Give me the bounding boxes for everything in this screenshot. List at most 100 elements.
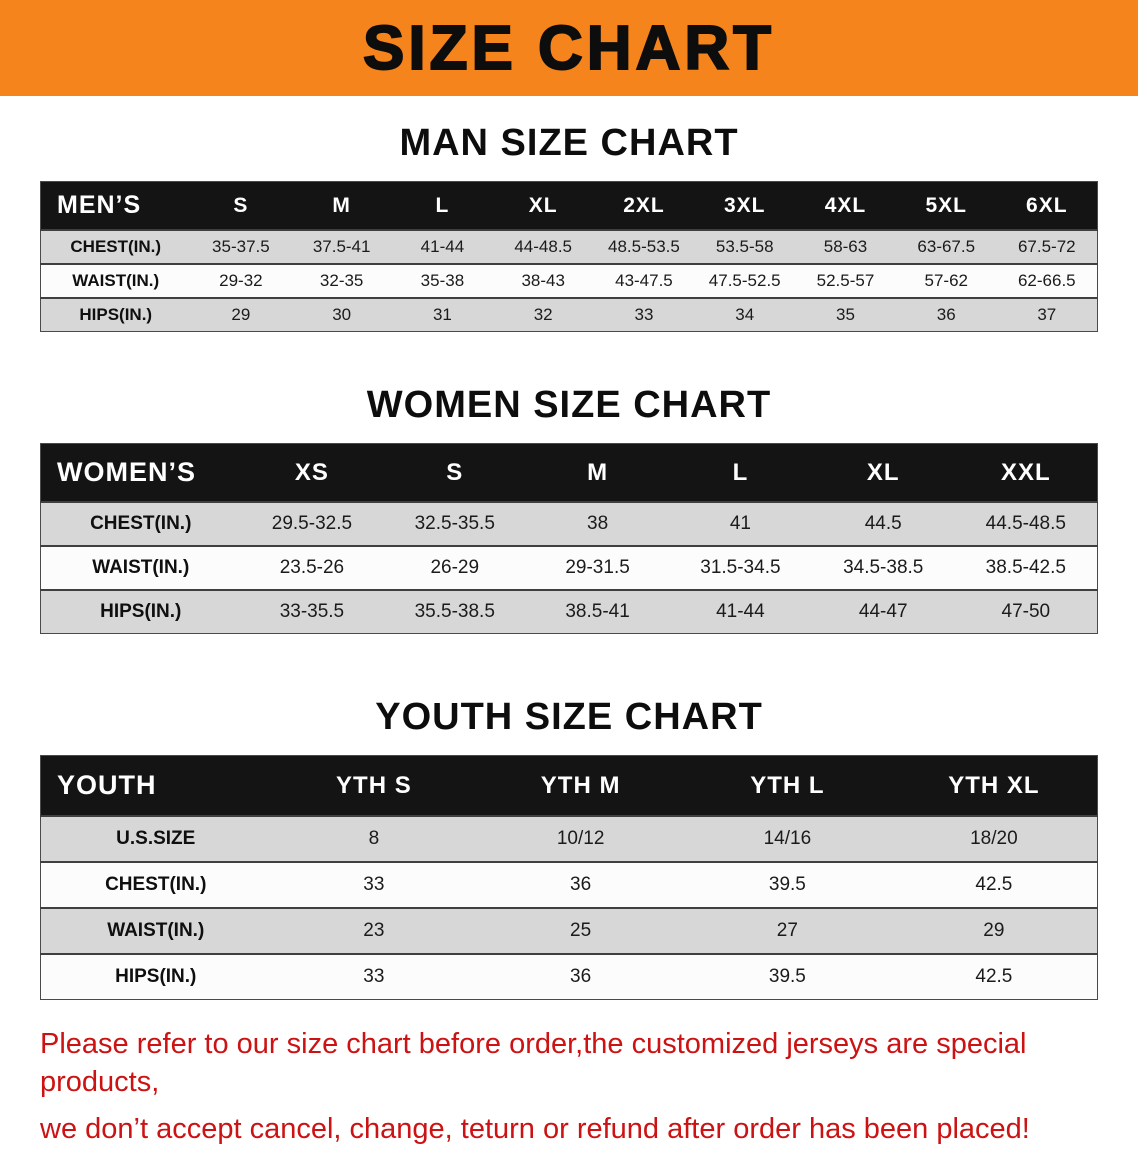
youth-size-table: YOUTH YTH S YTH M YTH L YTH XL U.S.SIZE 8 10…: [40, 755, 1098, 1000]
size-cell: 29-32: [190, 263, 292, 298]
size-cell: 29.5-32.5: [240, 501, 384, 546]
men-chest-row-label: CHEST(IN.): [40, 229, 191, 264]
size-cell: 42.5: [890, 861, 1098, 908]
size-cell: 14/16: [684, 815, 891, 862]
women-chest-row: CHEST(IN.) 29.5-32.5 32.5-35.5 38 41 44.5 44.…: [40, 501, 1098, 546]
size-cell: 32-35: [291, 263, 393, 298]
size-cell: 44.5: [811, 501, 955, 546]
size-column-header: S: [383, 443, 527, 502]
size-cell: 33-35.5: [240, 589, 384, 634]
size-cell: 35.5-38.5: [383, 589, 527, 634]
size-cell: 29: [190, 297, 292, 332]
size-cell: 38.5-42.5: [954, 545, 1098, 590]
size-cell: 33: [270, 861, 478, 908]
size-cell: 18/20: [890, 815, 1098, 862]
size-cell: 47-50: [954, 589, 1098, 634]
youth-section-heading: YOUTH SIZE CHART: [375, 696, 763, 738]
youth-hips-row-label: HIPS(IN.): [40, 953, 271, 1000]
size-column-header: XL: [492, 181, 594, 230]
size-column-header: M: [291, 181, 393, 230]
youth-ussize-row-label: U.S.SIZE: [40, 815, 271, 862]
size-cell: 63-67.5: [895, 229, 997, 264]
size-column-header: L: [392, 181, 493, 230]
size-column-header: XS: [240, 443, 384, 502]
footer-note-line-1: Please refer to our size chart before or…: [40, 1028, 1027, 1098]
youth-ussize-row: U.S.SIZE 8 10/12 14/16 18/20: [40, 815, 1098, 862]
youth-waist-row: WAIST(IN.) 23 25 27 29: [40, 907, 1098, 954]
size-cell: 27: [684, 907, 891, 954]
women-hips-row: HIPS(IN.) 33-35.5 35.5-38.5 38.5-41 41-44 44…: [40, 589, 1098, 634]
youth-header-row: YOUTH YTH S YTH M YTH L YTH XL: [40, 755, 1098, 816]
size-cell: 62-66.5: [996, 263, 1098, 298]
size-cell: 8: [270, 815, 478, 862]
size-cell: 39.5: [684, 861, 891, 908]
size-cell: 30: [291, 297, 393, 332]
size-cell: 42.5: [890, 953, 1098, 1000]
men-header-row: MEN’S S M L XL 2XL 3XL 4XL 5XL 6XL: [40, 181, 1098, 230]
size-cell: 48.5-53.5: [593, 229, 695, 264]
size-cell: 37.5-41: [291, 229, 393, 264]
size-cell: 41-44: [392, 229, 493, 264]
size-column-header: 2XL: [593, 181, 695, 230]
men-section-heading: MAN SIZE CHART: [399, 122, 739, 164]
size-cell: 38-43: [492, 263, 594, 298]
youth-chest-row: CHEST(IN.) 33 36 39.5 42.5: [40, 861, 1098, 908]
size-column-header: YTH L: [684, 755, 891, 816]
youth-table-corner-label: YOUTH: [40, 755, 271, 816]
size-column-header: YTH S: [270, 755, 478, 816]
size-cell: 52.5-57: [795, 263, 896, 298]
men-chest-row: CHEST(IN.) 35-37.5 37.5-41 41-44 44-48.5 48.…: [40, 229, 1098, 264]
size-cell: 44-47: [811, 589, 955, 634]
size-cell: 10/12: [477, 815, 684, 862]
size-cell: 47.5-52.5: [694, 263, 796, 298]
size-cell: 36: [477, 861, 684, 908]
men-table-corner-label: MEN’S: [40, 181, 191, 230]
size-cell: 32: [492, 297, 594, 332]
size-cell: 36: [477, 953, 684, 1000]
size-cell: 41-44: [668, 589, 812, 634]
women-waist-row-label: WAIST(IN.): [40, 545, 241, 590]
women-chest-row-label: CHEST(IN.): [40, 501, 241, 546]
size-cell: 36: [895, 297, 997, 332]
size-cell: 37: [996, 297, 1098, 332]
size-cell: 44-48.5: [492, 229, 594, 264]
size-cell: 39.5: [684, 953, 891, 1000]
women-header-row: WOMEN’S XS S M L XL XXL: [40, 443, 1098, 502]
size-cell: 29-31.5: [526, 545, 669, 590]
youth-waist-row-label: WAIST(IN.): [40, 907, 271, 954]
men-size-table: MEN’S S M L XL 2XL 3XL 4XL 5XL 6XL CHEST(IN.) 35…: [40, 181, 1098, 332]
women-size-section: WOMEN SIZE CHART WOMEN’S XS S M L XL XXL CHES…: [0, 384, 1138, 634]
size-cell: 35-38: [392, 263, 493, 298]
size-cell: 67.5-72: [996, 229, 1098, 264]
footer-note: Please refer to our size chart before or…: [40, 1026, 1098, 1149]
size-column-header: YTH XL: [890, 755, 1098, 816]
size-column-header: YTH M: [477, 755, 684, 816]
size-cell: 44.5-48.5: [954, 501, 1098, 546]
youth-hips-row: HIPS(IN.) 33 36 39.5 42.5: [40, 953, 1098, 1000]
size-cell: 31.5-34.5: [668, 545, 812, 590]
size-cell: 53.5-58: [694, 229, 796, 264]
size-column-header: 3XL: [694, 181, 796, 230]
size-cell: 38: [526, 501, 669, 546]
size-cell: 38.5-41: [526, 589, 669, 634]
size-column-header: 5XL: [895, 181, 997, 230]
men-hips-row: HIPS(IN.) 29 30 31 32 33 34 35 36 37: [40, 297, 1098, 332]
size-cell: 33: [593, 297, 695, 332]
page-title: SIZE CHART: [362, 13, 775, 84]
size-column-header: M: [526, 443, 669, 502]
size-cell: 43-47.5: [593, 263, 695, 298]
women-section-heading: WOMEN SIZE CHART: [366, 384, 772, 426]
size-cell: 34.5-38.5: [811, 545, 955, 590]
size-column-header: 4XL: [795, 181, 896, 230]
size-cell: 33: [270, 953, 478, 1000]
size-column-header: L: [668, 443, 812, 502]
size-column-header: S: [190, 181, 292, 230]
size-cell: 32.5-35.5: [383, 501, 527, 546]
men-hips-row-label: HIPS(IN.): [40, 297, 191, 332]
size-cell: 23.5-26: [240, 545, 384, 590]
size-cell: 26-29: [383, 545, 527, 590]
youth-size-section: YOUTH SIZE CHART YOUTH YTH S YTH M YTH L YT…: [0, 696, 1138, 1000]
size-cell: 35: [795, 297, 896, 332]
size-cell: 23: [270, 907, 478, 954]
